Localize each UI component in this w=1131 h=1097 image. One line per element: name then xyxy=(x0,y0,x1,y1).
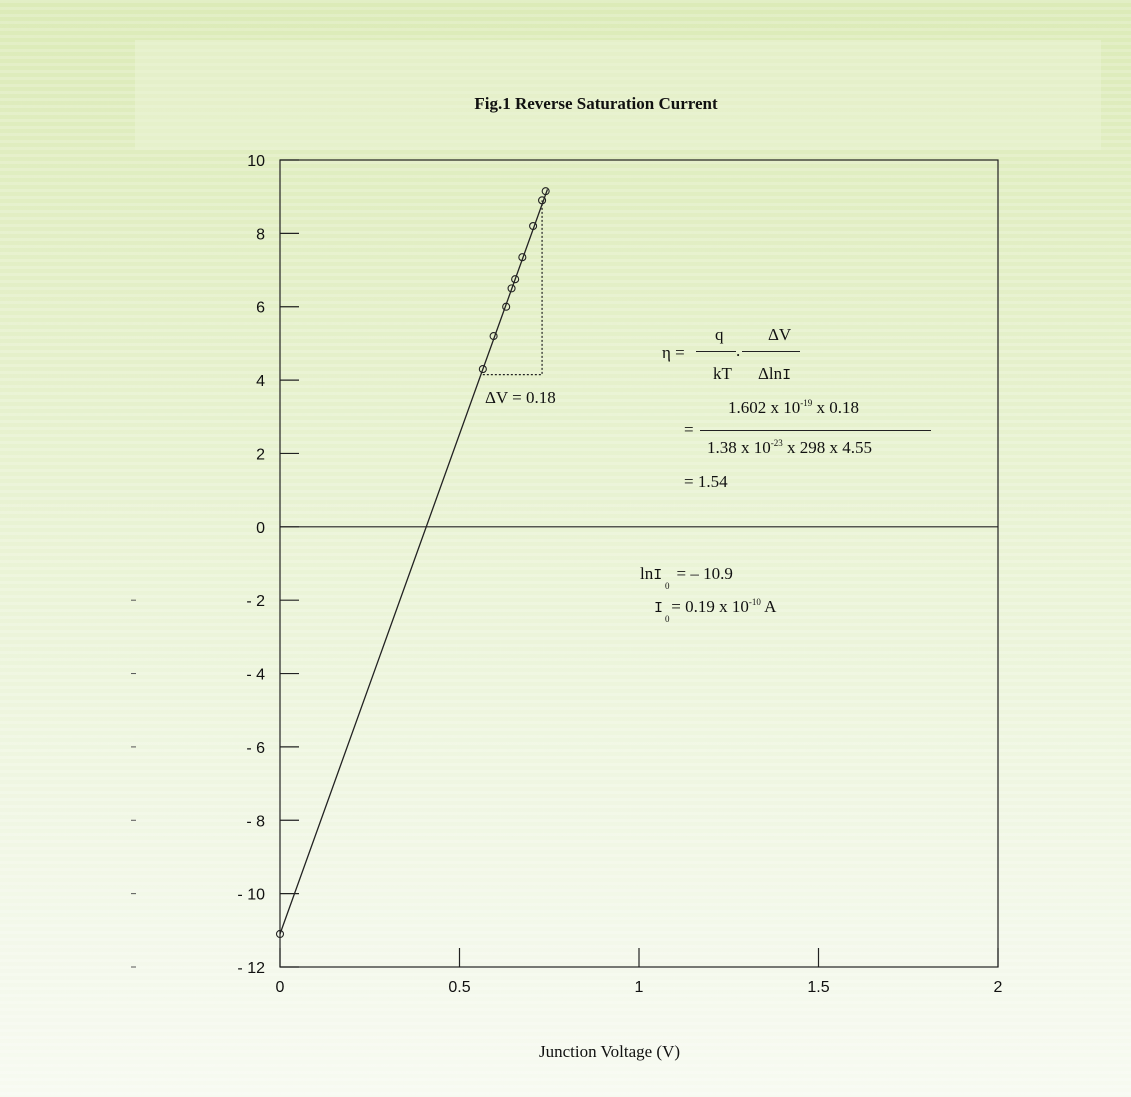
numerator-part-a: 1.602 x 10 xyxy=(728,398,801,417)
x-tick-label: 0 xyxy=(276,979,285,996)
plot-frame xyxy=(279,159,999,968)
current-symbol: I xyxy=(782,367,792,384)
data-point xyxy=(489,332,498,341)
x-tick-label: 1 xyxy=(635,979,644,996)
data-point xyxy=(538,196,547,205)
data-point xyxy=(518,253,527,262)
i0-exponent: -10 xyxy=(748,597,761,607)
data-point xyxy=(502,302,511,311)
data-point xyxy=(529,221,538,231)
chart-title: Fig.1 Reverse Saturation Current xyxy=(474,94,718,113)
formula-delta-ln-i: ΔlnI xyxy=(758,364,791,384)
x-tick-label: 0.5 xyxy=(448,979,470,996)
formula-denominator: 1.38 x 10-23 x 298 x 4.55 xyxy=(707,438,872,458)
formula-equals: = xyxy=(684,420,694,439)
denominator-exponent: -23 xyxy=(770,438,783,448)
delta-v-label: ΔV = 0.18 xyxy=(485,388,556,407)
y-tick-label: - 8 xyxy=(246,813,265,830)
y-tick-label: - 12 xyxy=(237,960,265,977)
y-tick-label: 2 xyxy=(256,446,265,463)
current-symbol: I xyxy=(654,600,664,617)
delta-ln-text: Δln xyxy=(758,364,783,383)
x-axis-label: Junction Voltage (V) xyxy=(538,1042,681,1061)
data-point xyxy=(507,284,516,293)
y-tick-label: - 10 xyxy=(237,887,265,904)
subscript-zero: 0 xyxy=(665,614,670,624)
y-tick-label: - 2 xyxy=(246,593,265,610)
y-tick-label: 10 xyxy=(247,153,265,170)
formula-numerator: 1.602 x 10-19 x 0.18 xyxy=(728,398,859,418)
y-tick-label: - 4 xyxy=(246,667,265,684)
y-tick-label: 4 xyxy=(256,373,265,390)
numerator-exponent: -19 xyxy=(800,398,813,408)
denominator-part-a: 1.38 x 10 xyxy=(707,438,771,457)
data-point xyxy=(478,365,487,374)
data-point xyxy=(275,929,285,939)
formula-q: q xyxy=(715,325,724,344)
y-tick-label: 8 xyxy=(256,226,265,243)
ln-i0-result: lnI 0 = – 10.9 xyxy=(640,564,733,591)
title-band xyxy=(135,40,1101,150)
formula-dot: . xyxy=(736,341,741,360)
y-tick-label: 6 xyxy=(256,300,265,317)
fraction-line-dv-dlni xyxy=(742,351,800,352)
formula-result: = 1.54 xyxy=(684,472,728,491)
x-tick-label: 2 xyxy=(994,979,1003,996)
subscript-zero: 0 xyxy=(665,581,670,591)
eta-symbol: η = xyxy=(662,343,685,362)
i0-unit: A xyxy=(760,597,777,616)
x-tick-label: 1.5 xyxy=(807,979,829,996)
numerator-part-b: x 0.18 xyxy=(812,398,860,417)
ln-prefix: ln xyxy=(640,564,654,583)
i0-value: = 0.19 x 10 xyxy=(667,597,749,616)
formula-delta-v: ΔV xyxy=(768,325,792,344)
fit-line xyxy=(279,189,549,935)
data-point xyxy=(541,187,550,196)
y-tick-label: 0 xyxy=(256,520,265,537)
current-symbol: I xyxy=(653,567,663,584)
data-point xyxy=(511,275,520,284)
formula-kt: kT xyxy=(713,364,732,383)
denominator-part-b: x 298 x 4.55 xyxy=(782,438,872,457)
ln-value: = – 10.9 xyxy=(672,564,733,583)
fraction-line-q-kt xyxy=(696,351,736,352)
y-tick-label: - 6 xyxy=(246,740,265,757)
fraction-line-main xyxy=(700,430,931,431)
